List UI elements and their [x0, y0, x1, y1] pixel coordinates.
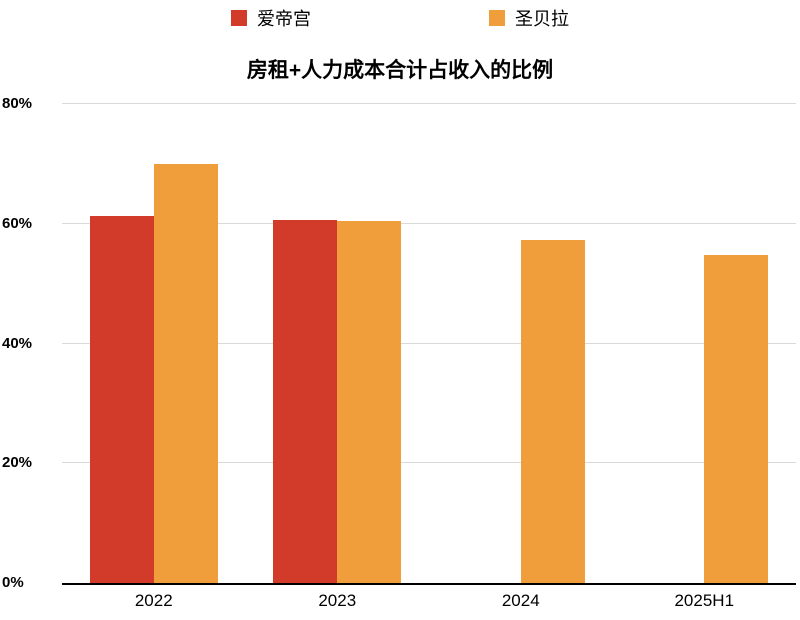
legend-item-1: 爱帝宫	[231, 5, 311, 31]
bar-圣贝拉-2022	[153, 163, 218, 583]
bar-圣贝拉-2023	[337, 220, 402, 583]
bar-爱帝宫-2023	[273, 219, 338, 583]
gridline-20	[62, 462, 796, 464]
bar-group-2025H1	[613, 104, 797, 583]
bar-圣贝拉-2025H1	[704, 254, 769, 583]
legend-item-2: 圣贝拉	[489, 5, 569, 31]
x-tick-2024: 2024	[501, 591, 540, 610]
gridline-40	[62, 342, 796, 344]
bar-圣贝拉-2024	[520, 239, 585, 583]
gridline-60	[62, 222, 796, 224]
y-tick-label: 20%	[2, 454, 33, 472]
x-tick-2022: 2022	[134, 591, 173, 610]
y-tick-label: 60%	[2, 214, 33, 232]
gridline-80	[62, 103, 796, 104]
legend-label: 爱帝宫	[257, 9, 311, 29]
bar-爱帝宫-2022	[89, 215, 154, 583]
y-tick-label: 0%	[2, 574, 24, 591]
chart-legend: 爱帝宫 圣贝拉	[0, 5, 800, 31]
y-tick-label: 40%	[2, 334, 33, 352]
bar-group-2022	[62, 104, 246, 583]
bar-group-2023	[246, 104, 430, 583]
y-tick-label: 80%	[2, 95, 33, 112]
legend-label: 圣贝拉	[515, 9, 569, 29]
legend-swatch-icon	[231, 10, 247, 26]
x-axis-labels: 2022 2023 2024 2025H1	[62, 591, 796, 611]
y-axis-labels: 0% 20% 40% 60% 80%	[2, 95, 58, 591]
plot-area	[62, 103, 796, 585]
x-tick-2025H1: 2025H1	[674, 591, 735, 610]
bar-group-2024	[429, 104, 613, 583]
chart-title: 房租+人力成本合计占收入的比例	[246, 59, 554, 82]
bar-groups	[62, 104, 796, 583]
legend-swatch-icon	[489, 10, 505, 26]
x-tick-2023: 2023	[318, 591, 357, 610]
